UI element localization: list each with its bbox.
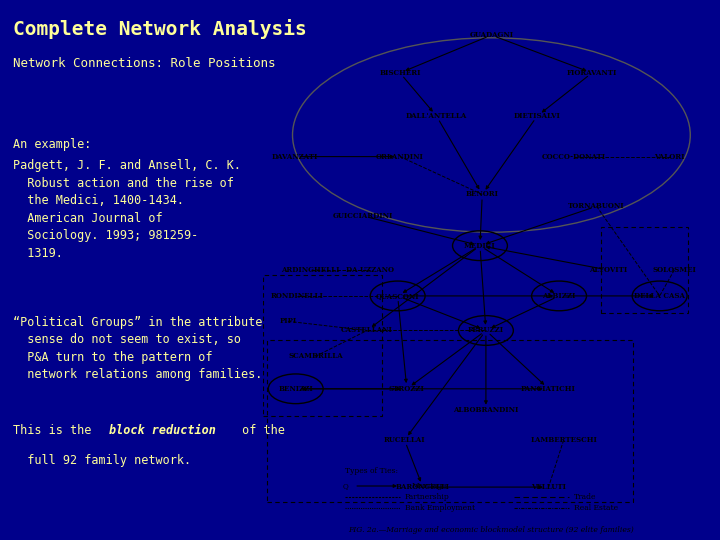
- Text: QUASCONI: QUASCONI: [376, 292, 420, 300]
- Bar: [601, 227, 688, 313]
- Bar: [263, 275, 382, 416]
- Text: DAVANZATI: DAVANZATI: [271, 153, 318, 160]
- Text: block reduction: block reduction: [109, 424, 216, 437]
- Text: This is the: This is the: [13, 424, 99, 437]
- Text: PANCIATICHI: PANCIATICHI: [521, 385, 576, 393]
- Text: SOLOSMEI: SOLOSMEI: [652, 266, 696, 274]
- Text: Network Connections: Role Positions: Network Connections: Role Positions: [13, 57, 276, 70]
- Text: TORNABUONI: TORNABUONI: [568, 202, 625, 210]
- Text: ALBIZZI: ALBIZZI: [542, 292, 576, 300]
- Text: PIPI: PIPI: [279, 318, 297, 325]
- Text: BENIZZI: BENIZZI: [279, 385, 313, 393]
- Text: RUCELLAI: RUCELLAI: [384, 436, 426, 444]
- Text: RONDINELLI: RONDINELLI: [271, 292, 323, 300]
- Text: “Political Groups” in the attribute
  sense do not seem to exist, so
  P&A turn : “Political Groups” in the attribute sens…: [13, 316, 263, 381]
- Text: Bank Employment: Bank Employment: [405, 504, 474, 511]
- Text: VELLUTI: VELLUTI: [531, 483, 566, 491]
- Text: GUICCIARDINI: GUICCIARDINI: [333, 212, 394, 220]
- Text: Partnership: Partnership: [405, 493, 449, 501]
- Text: Padgett, J. F. and Ansell, C. K.
  Robust action and the rise of
  the Medici, 1: Padgett, J. F. and Ansell, C. K. Robust …: [13, 159, 241, 260]
- Text: DALL'ANTELLA: DALL'ANTELLA: [406, 112, 467, 120]
- Text: CASTELLANI: CASTELLANI: [341, 327, 393, 334]
- Text: of the: of the: [235, 424, 285, 437]
- Text: SCAMBRILLA: SCAMBRILLA: [288, 353, 343, 360]
- Text: Q: Q: [342, 482, 348, 490]
- Text: Complete Network Analysis: Complete Network Analysis: [13, 19, 307, 39]
- Text: ALTOVITI: ALTOVITI: [589, 266, 627, 274]
- Text: FIG. 2a.—Marriage and economic blockmodel structure (92 elite families): FIG. 2a.—Marriage and economic blockmode…: [348, 525, 634, 534]
- Bar: [267, 340, 633, 502]
- Text: ARDINGHELLI: ARDINGHELLI: [282, 266, 340, 274]
- Text: ORLANDINI: ORLANDINI: [376, 153, 424, 160]
- Text: BISCHERI: BISCHERI: [379, 69, 420, 77]
- Text: COCCO-DONATI: COCCO-DONATI: [541, 153, 606, 160]
- Text: FIORAVANTI: FIORAVANTI: [567, 69, 617, 77]
- Text: BARONCELLI: BARONCELLI: [396, 483, 450, 491]
- Text: MEDICI: MEDICI: [464, 242, 496, 249]
- Text: BENORI: BENORI: [466, 191, 499, 198]
- Text: GUADAGNI: GUADAGNI: [469, 31, 513, 39]
- Text: LAMBERTESCHI: LAMBERTESCHI: [530, 436, 597, 444]
- Text: Trade: Trade: [574, 493, 596, 501]
- Text: An example:: An example:: [13, 138, 91, 151]
- Text: PERUZZI: PERUZZI: [468, 327, 504, 334]
- Text: Types of Ties:: Types of Ties:: [345, 467, 398, 475]
- Text: DA UZZANO: DA UZZANO: [346, 266, 395, 274]
- Text: ALBOBRANDINI: ALBOBRANDINI: [453, 407, 518, 414]
- Text: VALORI: VALORI: [654, 153, 685, 160]
- Text: DIETISALVI: DIETISALVI: [513, 112, 561, 120]
- Text: DELLA CASA: DELLA CASA: [634, 292, 685, 300]
- Text: full 92 family network.: full 92 family network.: [13, 454, 192, 467]
- Text: STROZZI: STROZZI: [389, 385, 425, 393]
- Text: Marriage: Marriage: [411, 482, 447, 490]
- Text: Real Estate: Real Estate: [574, 504, 618, 511]
